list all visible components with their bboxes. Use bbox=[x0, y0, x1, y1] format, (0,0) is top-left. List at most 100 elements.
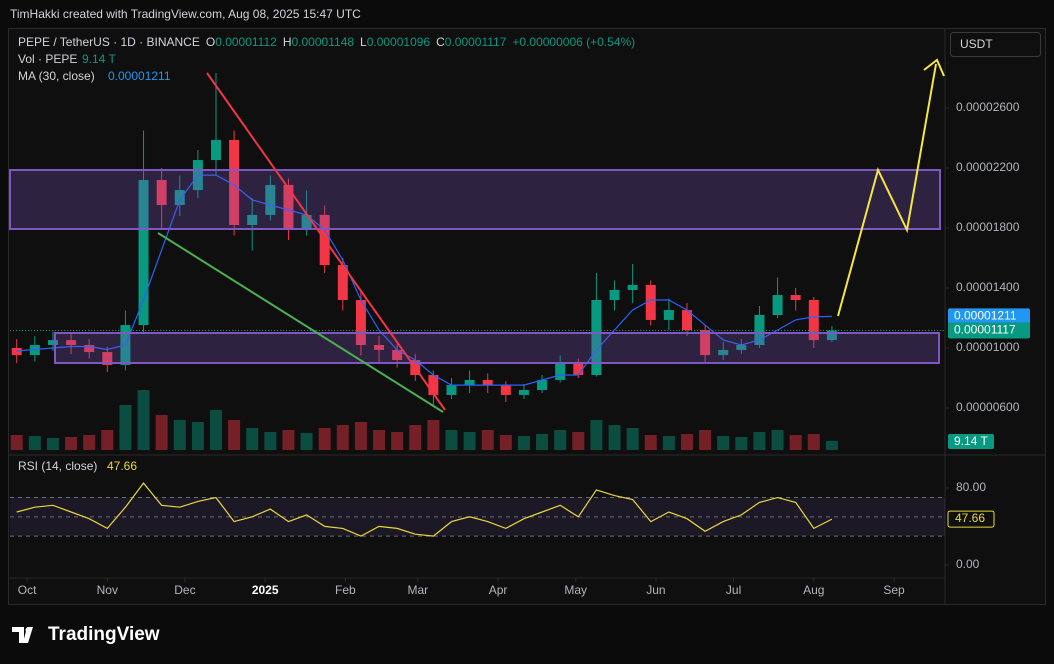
volume-bar bbox=[807, 434, 820, 450]
volume-bar bbox=[753, 432, 766, 450]
volume-bar bbox=[481, 430, 494, 450]
candle-body bbox=[591, 300, 602, 375]
moving-average-line bbox=[16, 174, 832, 386]
x-tick-label: Jun bbox=[646, 583, 665, 597]
symbol-legend: PEPE / TetherUS · 1D · BINANCE O0.0000111… bbox=[18, 35, 635, 49]
volume-bar bbox=[391, 432, 404, 450]
candle-body bbox=[337, 265, 348, 300]
candle-body bbox=[374, 345, 385, 350]
volume-bar bbox=[608, 425, 621, 450]
candle-body bbox=[609, 289, 620, 300]
currency-button[interactable]: USDT bbox=[950, 32, 1041, 57]
volume-bar bbox=[680, 434, 693, 450]
candle-body bbox=[66, 340, 77, 345]
x-tick-label: May bbox=[564, 583, 587, 597]
candle-body bbox=[808, 300, 819, 341]
y-tick-label: 0.00001400 bbox=[956, 280, 1020, 294]
ma-legend: MA (30, close) bbox=[18, 69, 95, 83]
candle-body bbox=[754, 315, 765, 345]
volume-bar bbox=[626, 428, 639, 450]
y-tick-label: 0.00000600 bbox=[956, 400, 1020, 414]
candle-body bbox=[156, 180, 167, 206]
ohlc-value: 0.00001112 bbox=[215, 35, 277, 49]
resistance-zone bbox=[9, 169, 941, 230]
ohlc-value: 0.00001096 bbox=[367, 35, 431, 49]
volume-bar bbox=[101, 430, 114, 450]
volume-bar bbox=[246, 428, 259, 450]
candle-body bbox=[102, 352, 113, 365]
volume-bar bbox=[191, 422, 204, 450]
candle-body bbox=[210, 139, 221, 161]
volume-legend-value: 9.14 T bbox=[82, 52, 116, 66]
x-tick-label: 2025 bbox=[252, 583, 279, 597]
x-tick-label: Jul bbox=[726, 583, 741, 597]
candle-body bbox=[500, 385, 511, 395]
candle-body bbox=[700, 330, 711, 356]
x-tick-label: Nov bbox=[97, 583, 118, 597]
volume-bar bbox=[318, 428, 331, 450]
volume-bar bbox=[409, 425, 422, 450]
volume-bar bbox=[717, 436, 730, 450]
volume-bar bbox=[209, 410, 222, 450]
ma-price-label: 0.00001211 bbox=[954, 309, 1017, 323]
price-change: +0.00000006 (+0.54%) bbox=[512, 35, 635, 49]
x-tick-label: Oct bbox=[18, 583, 37, 597]
support-trend-line bbox=[157, 232, 444, 413]
volume-bar bbox=[83, 435, 96, 450]
volume-bar bbox=[228, 420, 241, 450]
support-zone bbox=[54, 332, 940, 364]
rsi-line bbox=[16, 482, 833, 537]
ohlc-key: L bbox=[360, 35, 367, 49]
volume-bar bbox=[336, 425, 349, 450]
volume-legend: Vol · PEPE bbox=[18, 52, 77, 66]
volume-bar bbox=[155, 415, 168, 450]
candle-body bbox=[663, 310, 674, 320]
candle-body bbox=[826, 330, 837, 341]
candle-body bbox=[681, 310, 692, 330]
ma-price-badge bbox=[948, 308, 1030, 325]
candle-body bbox=[772, 295, 783, 315]
volume-bar bbox=[463, 432, 476, 450]
last-price-badge bbox=[948, 322, 1030, 339]
ohlc-key: O bbox=[206, 35, 215, 49]
ohlc-value: 0.00001148 bbox=[291, 35, 354, 49]
candle-body bbox=[11, 348, 22, 356]
currency-button-label[interactable]: USDT bbox=[960, 37, 993, 51]
brand-icon-dot bbox=[25, 627, 31, 633]
volume-bar bbox=[517, 436, 530, 450]
volume-bar bbox=[699, 430, 712, 450]
volume-bar bbox=[644, 435, 657, 450]
y-tick-label: 0.00001000 bbox=[956, 340, 1020, 354]
x-tick-label: Aug bbox=[803, 583, 824, 597]
x-tick-label: Dec bbox=[174, 583, 195, 597]
candle-body bbox=[573, 361, 584, 375]
x-tick-label: Apr bbox=[489, 583, 508, 597]
candle-body bbox=[301, 214, 312, 230]
volume-bar bbox=[662, 436, 675, 450]
volume-bar bbox=[373, 430, 386, 450]
candle-body bbox=[84, 345, 95, 353]
candle-body bbox=[47, 340, 58, 345]
y-tick-label: 0.00002600 bbox=[956, 100, 1020, 114]
candle-body bbox=[627, 285, 638, 290]
volume-bar bbox=[65, 437, 78, 450]
rsi-tick-label: 80.00 bbox=[956, 480, 986, 494]
volume-bar bbox=[499, 435, 512, 450]
volume-bar bbox=[572, 432, 585, 450]
candle-body bbox=[482, 379, 493, 386]
chart-panel bbox=[8, 28, 1046, 605]
currency-button-box[interactable] bbox=[950, 32, 1041, 57]
drawings bbox=[9, 58, 945, 413]
candle-body bbox=[283, 184, 294, 230]
candle-body bbox=[464, 379, 475, 386]
candle-body bbox=[265, 184, 276, 215]
x-tick-label: Mar bbox=[408, 583, 429, 597]
candle-body bbox=[537, 379, 548, 390]
volume-bar bbox=[354, 422, 367, 450]
rsi-legend-value: 47.66 bbox=[107, 459, 137, 473]
candle-body bbox=[355, 300, 366, 345]
volume-bar bbox=[10, 435, 23, 450]
candle-body bbox=[518, 390, 529, 395]
ohlc-key: H bbox=[283, 35, 292, 49]
